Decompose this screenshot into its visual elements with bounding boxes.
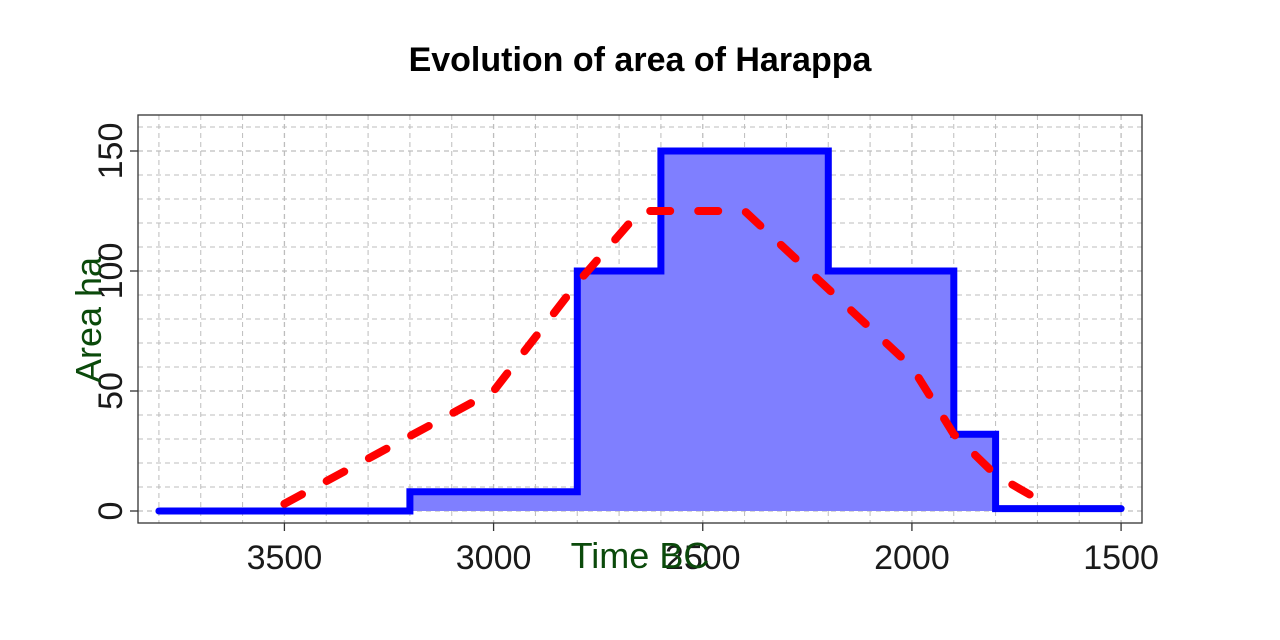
series-step-line bbox=[155, 147, 1125, 515]
x-tick-label: 2500 bbox=[665, 539, 741, 577]
y-tick-label: 100 bbox=[92, 243, 130, 300]
x-tick-label: 3500 bbox=[247, 539, 323, 577]
series-area-fill bbox=[158, 151, 1122, 511]
x-tick-label: 2000 bbox=[874, 539, 950, 577]
y-axis-label: Area ha bbox=[68, 256, 109, 383]
series-dashed-line bbox=[280, 207, 1042, 508]
x-tick-label: 3000 bbox=[456, 539, 532, 577]
chart-title: Evolution of area of Harappa bbox=[409, 41, 873, 79]
y-tick-label: 50 bbox=[92, 372, 130, 410]
series-layer bbox=[155, 147, 1125, 515]
plot-border bbox=[137, 114, 1143, 524]
y-tick-label: 0 bbox=[92, 502, 130, 521]
y-tick-label: 150 bbox=[92, 123, 130, 180]
x-axis-label: Time BC bbox=[571, 535, 710, 576]
axis-ticks: 3500 3000 2500 2000 1500 0 50 100 150 bbox=[92, 123, 1159, 577]
x-tick-label: 1500 bbox=[1083, 539, 1159, 577]
